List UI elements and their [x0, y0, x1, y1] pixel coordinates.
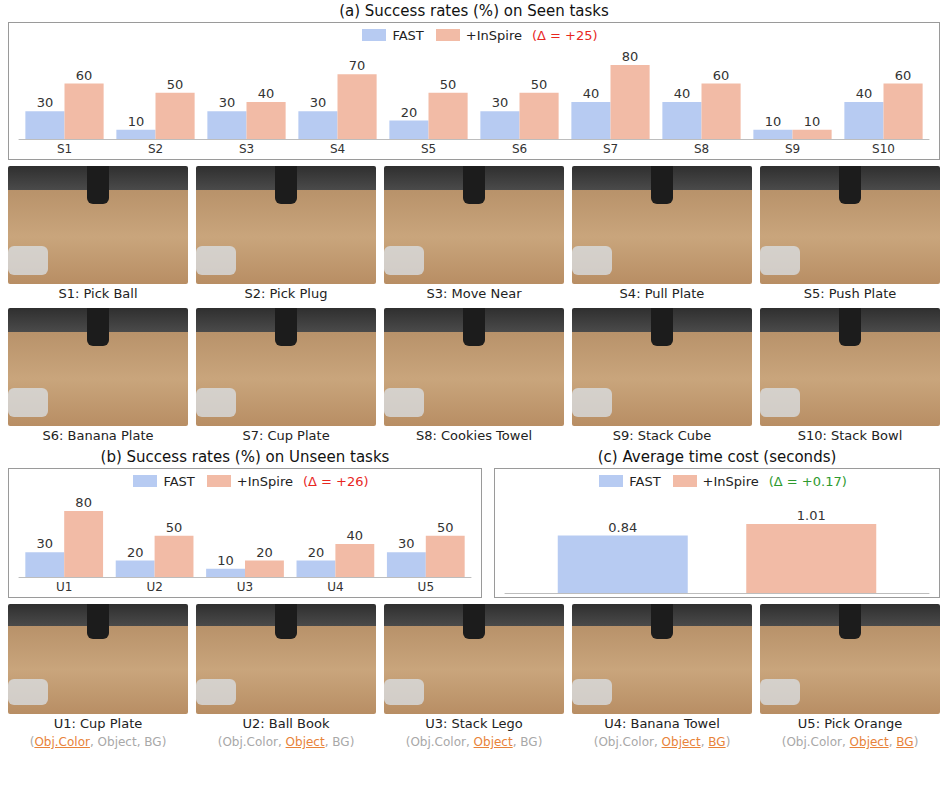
svg-text:20: 20	[127, 545, 144, 560]
html-text:(a) Success rates (%) on Seen: (a) Success rates (%) on Seen tasks	[339, 2, 609, 20]
svg-text:U4: U4	[327, 580, 343, 594]
svg-text:50: 50	[167, 77, 184, 92]
html-text:(Obj.Color, Object, BG): (Obj.Color, Object, BG)	[405, 735, 543, 749]
html-text:U3: Stack Lego: U3: Stack Lego	[425, 716, 523, 731]
html-text:+InSpire: +InSpire	[702, 473, 759, 489]
svg-text:40: 40	[856, 86, 873, 101]
html-text:S9: Stack Cube: S9: Stack Cube	[612, 428, 712, 443]
svg-text:10: 10	[804, 114, 821, 129]
html-text:+InSpire: +InSpire	[236, 473, 293, 489]
svg-text:20: 20	[308, 545, 325, 560]
html-text:S5: Push Plate: S5: Push Plate	[803, 286, 897, 301]
svg-text:60: 60	[76, 68, 93, 83]
svg-text:40: 40	[674, 86, 691, 101]
svg-text:50: 50	[531, 77, 548, 92]
svg-text:80: 80	[75, 495, 92, 510]
svg-text:50: 50	[437, 520, 454, 535]
svg-text:U2: U2	[146, 580, 162, 594]
html-text:(c) Average time cost (seconds: (c) Average time cost (seconds)	[597, 448, 837, 466]
svg-text:S5: S5	[421, 142, 436, 156]
svg-text:30: 30	[219, 95, 236, 110]
html-text:U4: Banana Towel: U4: Banana Towel	[604, 716, 720, 731]
svg-text:30: 30	[37, 95, 54, 110]
html-text:(Obj.Color, Object, BG): (Obj.Color, Object, BG)	[781, 735, 919, 749]
html-text:S6: Banana Plate: S6: Banana Plate	[42, 428, 154, 443]
svg-text:30: 30	[36, 536, 53, 551]
html-text:U2: Ball Book: U2: Ball Book	[242, 716, 330, 731]
svg-text:0.84: 0.84	[608, 520, 637, 535]
svg-text:S3: S3	[239, 142, 254, 156]
svg-text:20: 20	[401, 105, 418, 120]
html-text:S10: Stack Bowl: S10: Stack Bowl	[797, 428, 903, 443]
html-text:U1: Cup Plate: U1: Cup Plate	[53, 716, 143, 731]
svg-text:S4: S4	[330, 142, 345, 156]
svg-text:10: 10	[765, 114, 782, 129]
svg-text:30: 30	[398, 536, 415, 551]
html-text:S1: Pick Ball: S1: Pick Ball	[58, 286, 138, 301]
svg-text:10: 10	[217, 553, 234, 568]
svg-text:S1: S1	[57, 142, 72, 156]
svg-text:S8: S8	[694, 142, 709, 156]
svg-text:50: 50	[440, 77, 457, 92]
svg-text:U1: U1	[56, 580, 72, 594]
html-text:S8: Cookies Towel: S8: Cookies Towel	[416, 428, 532, 443]
svg-text:S6: S6	[512, 142, 527, 156]
html-text:S3: Move Near: S3: Move Near	[426, 286, 522, 301]
html-text:+InSpire: +InSpire	[465, 27, 522, 43]
svg-text:60: 60	[895, 68, 912, 83]
html-text:(Δ = +26): (Δ = +26)	[302, 473, 369, 489]
html-text:S2: Pick Plug: S2: Pick Plug	[244, 286, 328, 301]
svg-text:U5: U5	[418, 580, 434, 594]
svg-text:50: 50	[166, 520, 183, 535]
html-text:U5: Pick Orange: U5: Pick Orange	[797, 716, 903, 731]
svg-text:10: 10	[128, 114, 145, 129]
svg-text:1.01: 1.01	[797, 508, 826, 523]
html-text:FAST: FAST	[163, 473, 195, 489]
svg-text:S9: S9	[785, 142, 800, 156]
html-text:FAST: FAST	[392, 27, 424, 43]
svg-text:S10: S10	[872, 142, 895, 156]
html-text:S7: Cup Plate: S7: Cup Plate	[242, 428, 330, 443]
html-text:(Obj.Color, Object, BG): (Obj.Color, Object, BG)	[217, 735, 355, 749]
svg-text:20: 20	[256, 545, 273, 560]
html-text:S4: Pull Plate: S4: Pull Plate	[619, 286, 705, 301]
svg-text:U3: U3	[237, 580, 253, 594]
svg-text:60: 60	[713, 68, 730, 83]
svg-text:40: 40	[347, 528, 364, 543]
html-text:FAST: FAST	[629, 473, 661, 489]
svg-text:40: 40	[258, 86, 275, 101]
svg-text:S7: S7	[603, 142, 618, 156]
html-text:(Δ = +0.17): (Δ = +0.17)	[768, 473, 847, 489]
html-text:(Obj.Color, Object, BG): (Obj.Color, Object, BG)	[29, 735, 167, 749]
svg-text:80: 80	[622, 49, 639, 64]
svg-text:40: 40	[583, 86, 600, 101]
html-text:(Δ = +25): (Δ = +25)	[531, 27, 598, 43]
svg-text:70: 70	[349, 58, 366, 73]
svg-text:S2: S2	[148, 142, 163, 156]
svg-text:30: 30	[310, 95, 327, 110]
html-text:(b) Success rates (%) on Unsee: (b) Success rates (%) on Unseen tasks	[100, 448, 390, 466]
html-text:(Obj.Color, Object, BG): (Obj.Color, Object, BG)	[593, 735, 731, 749]
svg-text:30: 30	[492, 95, 509, 110]
